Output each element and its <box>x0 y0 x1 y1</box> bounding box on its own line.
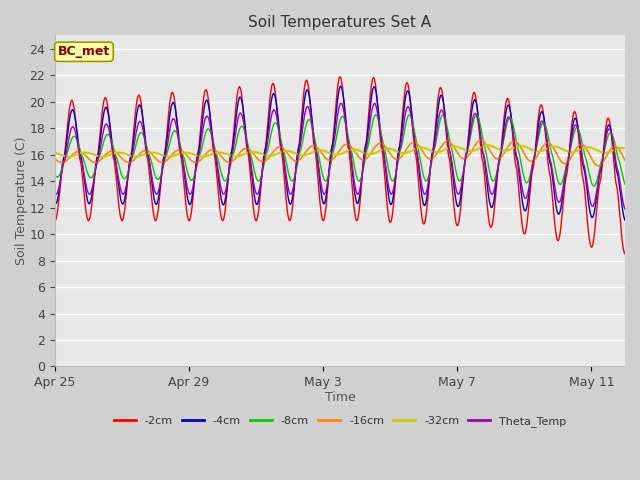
-32cm <box>488 144 496 149</box>
Line: Theta_Temp: Theta_Temp <box>55 103 625 209</box>
-16cm <box>394 156 402 162</box>
-2cm <box>396 148 403 154</box>
-4cm <box>116 192 124 198</box>
-4cm <box>488 204 495 210</box>
-2cm <box>116 212 124 217</box>
-32cm <box>621 145 629 151</box>
-8cm <box>488 176 495 181</box>
-2cm <box>51 218 59 224</box>
Title: Soil Temperatures Set A: Soil Temperatures Set A <box>248 15 431 30</box>
-2cm <box>621 251 629 257</box>
Theta_Temp <box>128 154 136 160</box>
-16cm <box>488 150 495 156</box>
-32cm <box>167 154 175 159</box>
Line: -32cm: -32cm <box>55 145 625 156</box>
-8cm <box>372 112 380 118</box>
Line: -8cm: -8cm <box>55 115 625 186</box>
-8cm <box>51 172 59 178</box>
Theta_Temp <box>621 206 629 212</box>
Theta_Temp <box>116 184 124 190</box>
Text: BC_met: BC_met <box>58 45 110 58</box>
Theta_Temp <box>51 191 59 196</box>
-2cm <box>337 74 344 80</box>
-32cm <box>165 154 173 159</box>
-16cm <box>116 154 124 159</box>
Theta_Temp <box>396 149 403 155</box>
Legend: -2cm, -4cm, -8cm, -16cm, -32cm, Theta_Temp: -2cm, -4cm, -8cm, -16cm, -32cm, Theta_Te… <box>109 412 571 432</box>
-4cm <box>621 217 629 223</box>
-4cm <box>128 149 136 155</box>
-4cm <box>166 108 174 114</box>
-32cm <box>396 149 403 155</box>
-8cm <box>128 155 136 161</box>
-2cm <box>166 96 174 102</box>
-16cm <box>51 156 59 162</box>
-32cm <box>51 150 59 156</box>
-16cm <box>128 158 136 164</box>
-32cm <box>116 150 124 156</box>
-16cm <box>621 157 629 163</box>
-4cm <box>337 84 345 89</box>
X-axis label: Time: Time <box>324 391 355 404</box>
-8cm <box>116 167 124 173</box>
-4cm <box>347 153 355 158</box>
-8cm <box>621 181 629 187</box>
-32cm <box>484 143 492 148</box>
-32cm <box>128 153 136 159</box>
Line: -2cm: -2cm <box>55 77 625 254</box>
-32cm <box>347 147 355 153</box>
Theta_Temp <box>488 191 495 197</box>
Theta_Temp <box>337 100 345 106</box>
Theta_Temp <box>166 124 174 130</box>
-2cm <box>347 167 355 173</box>
Line: -16cm: -16cm <box>55 140 625 166</box>
-16cm <box>166 154 174 159</box>
-2cm <box>128 146 136 152</box>
Y-axis label: Soil Temperature (C): Soil Temperature (C) <box>15 137 28 265</box>
Theta_Temp <box>347 153 355 158</box>
-2cm <box>488 224 495 230</box>
-16cm <box>477 137 484 143</box>
-4cm <box>396 145 403 151</box>
-8cm <box>346 144 354 149</box>
-16cm <box>346 143 354 149</box>
Line: -4cm: -4cm <box>55 86 625 220</box>
-8cm <box>166 137 174 143</box>
-16cm <box>595 163 602 169</box>
-8cm <box>396 154 403 159</box>
-8cm <box>589 183 597 189</box>
-4cm <box>51 200 59 206</box>
